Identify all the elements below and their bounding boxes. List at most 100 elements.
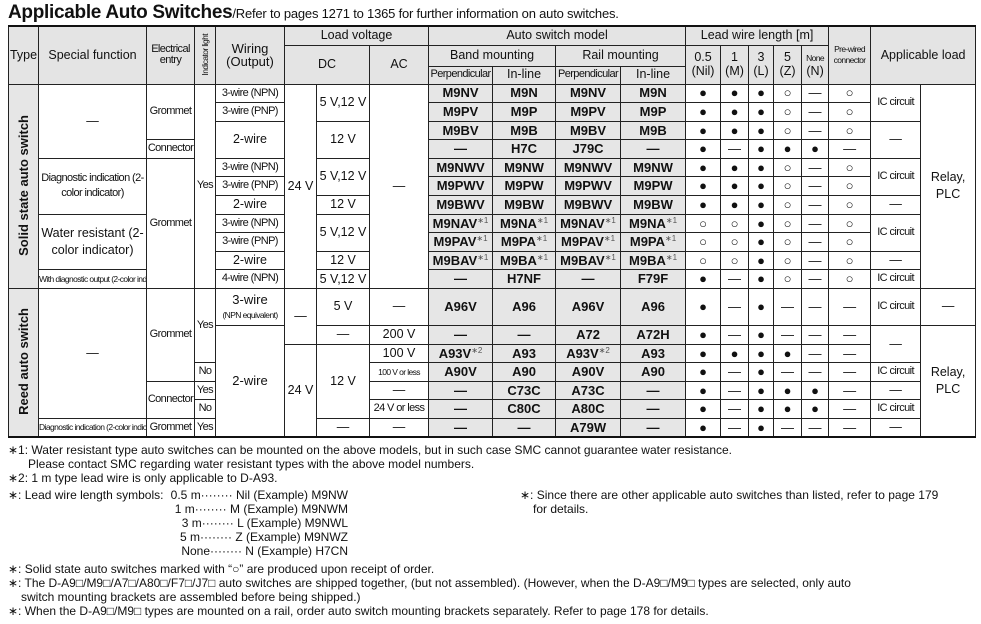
note-shipping-cont: switch mounting brackets are assembled b… bbox=[21, 590, 361, 604]
footnote-mark: ∗1 bbox=[536, 234, 548, 244]
special-function: — bbox=[38, 288, 147, 419]
lead-1m: — bbox=[720, 325, 750, 345]
ac-voltage: 100 V bbox=[368, 343, 430, 364]
wiring: 2-wire bbox=[215, 250, 285, 271]
lead-1m: ○ bbox=[720, 250, 750, 271]
applicable-load-ic: IC circuit bbox=[870, 288, 922, 327]
lead-3m: ● bbox=[748, 232, 775, 252]
pre-wired-connector: — bbox=[828, 288, 872, 327]
header-indicator-light: Indicator light bbox=[194, 25, 216, 85]
lead-0.5m: ○ bbox=[685, 213, 722, 234]
model-band-in-line: M9N bbox=[492, 83, 557, 104]
applicable-load-ic: IC circuit bbox=[870, 362, 922, 382]
header-load-voltage: Load voltage bbox=[283, 25, 430, 46]
special-function: With diagnostic output (2-color indicato… bbox=[38, 269, 147, 290]
pre-wired-connector: — bbox=[828, 325, 872, 345]
reed-row: 2-wire —200 V — — A72 A72H ● — ● — — — — Relay, PLC bbox=[9, 325, 977, 438]
lead-0.5m: ● bbox=[685, 176, 722, 197]
indicator-light: Yes bbox=[194, 380, 216, 401]
model-rail-perpendicular: M9BAV∗1 bbox=[555, 250, 622, 271]
reed-row: Reed auto switch — Grommet Yes 3-wire (NPN eq… bbox=[8, 288, 977, 438]
header-rail-mounting: Rail mounting bbox=[555, 44, 687, 67]
ac-voltage: — bbox=[368, 288, 430, 327]
pre-wired-connector: ○ bbox=[828, 102, 872, 122]
pre-wired-connector: — bbox=[828, 380, 872, 401]
note-1-cont: Please contact SMC regarding water resis… bbox=[28, 457, 475, 471]
footnote-mark: ∗1 bbox=[536, 252, 549, 262]
note-2: ∗2: 1 m type lead wire is only applicabl… bbox=[8, 471, 278, 485]
wiring: 3-wire (NPN) bbox=[215, 157, 285, 178]
pre-wired-connector: — bbox=[828, 343, 872, 364]
solid-state-row: 3-wire (PNP) M9PV M9P M9PV M9P ● ● ● ○ — ○ bbox=[9, 102, 976, 122]
lead-5m: — bbox=[773, 362, 803, 382]
lead-symbols-label: ∗: Lead wire length symbols: bbox=[8, 488, 164, 502]
header-lead-none: None (N) bbox=[801, 44, 830, 85]
model-band-in-line: M9BA∗1 bbox=[492, 250, 557, 271]
type-solid-state: Solid state auto switch bbox=[8, 83, 39, 290]
header-pre-wired-connector: Pre-wired connector bbox=[828, 25, 872, 85]
model-rail-perpendicular: M9NAV∗1 bbox=[555, 213, 622, 234]
header-rail-in-line: In-line bbox=[620, 65, 687, 85]
lead-3m: ● bbox=[748, 418, 775, 438]
pre-wired-connector: ○ bbox=[828, 269, 872, 290]
reed-row: Connector Yes — — C73C A73C — ● — ● ● ● — — bbox=[9, 380, 976, 420]
header-auto-switch-model: Auto switch model bbox=[428, 25, 687, 46]
lead-1m: — bbox=[720, 139, 750, 159]
model-band-in-line: H7NF bbox=[492, 269, 557, 290]
lead-none: — bbox=[801, 325, 830, 345]
model-band-perpendicular: M9BV bbox=[428, 120, 494, 141]
note-shipping: ∗: The D-A9□/M9□/A7□/A80□/F7□/J7□ auto s… bbox=[8, 576, 851, 590]
lead-0.5m: ● bbox=[685, 399, 722, 419]
lead-5m: — bbox=[773, 418, 803, 438]
auto-switch-table: Type Special function Electrical entry I… bbox=[8, 25, 977, 439]
applicable-load-ic: IC circuit bbox=[870, 269, 922, 290]
model-band-perpendicular: — bbox=[428, 380, 494, 401]
pre-wired-connector: ○ bbox=[828, 120, 872, 141]
model-band-perpendicular: M9BAV∗1 bbox=[428, 250, 494, 271]
wiring: 3-wire (NPN equivalent) bbox=[215, 288, 285, 327]
lead-symbol: 0.5 m········ Nil (Example) M9NW bbox=[170, 488, 348, 502]
lead-1m: ● bbox=[720, 120, 750, 141]
model-rail-perpendicular: M9BWV bbox=[555, 195, 622, 215]
wiring: 3-wire (PNP) bbox=[215, 232, 285, 252]
solid-state-row: Connector — H7C J79C — ● — ● ● ● — bbox=[9, 139, 976, 159]
pre-wired-connector: ○ bbox=[828, 157, 872, 178]
model-band-perpendicular: — bbox=[428, 399, 494, 419]
header-type: Type bbox=[8, 25, 39, 85]
wiring: 2-wire bbox=[215, 325, 285, 438]
lead-5m: ○ bbox=[773, 83, 803, 104]
reed-row: No 100 V or less A90V A90 A90V A90 ● — ● — — — IC ci… bbox=[9, 362, 976, 382]
model-rail-perpendicular: — bbox=[555, 269, 622, 290]
header-wiring: Wiring (Output) bbox=[215, 25, 285, 85]
lead-5m: — bbox=[773, 325, 803, 345]
model-rail-in-line: M9PW bbox=[620, 176, 687, 197]
model-rail-in-line: M9BA∗1 bbox=[620, 250, 687, 271]
model-rail-in-line: F79F bbox=[620, 269, 687, 290]
applicable-load-relay: Relay, PLC bbox=[920, 325, 977, 438]
model-band-perpendicular: — bbox=[428, 325, 494, 345]
lead-3m: ● bbox=[748, 157, 775, 178]
lead-none: — bbox=[801, 418, 830, 438]
dc-load-voltage: 12 V bbox=[316, 343, 370, 420]
pre-wired-connector: ○ bbox=[828, 213, 872, 234]
lead-5m: ○ bbox=[773, 250, 803, 271]
model-band-in-line: M9B bbox=[492, 120, 557, 141]
model-band-in-line: M9NA∗1 bbox=[492, 213, 557, 234]
header-band-in-line: In-line bbox=[492, 65, 557, 85]
model-rail-in-line: M9NW bbox=[620, 157, 687, 178]
pre-wired-connector: ○ bbox=[828, 232, 872, 252]
lead-3m: ● bbox=[748, 102, 775, 122]
dc-load-voltage: — bbox=[316, 418, 370, 438]
dc-load-voltage: 5 V,12 V bbox=[316, 83, 370, 122]
indicator-light: Yes bbox=[194, 418, 216, 438]
note-rail-mounting: ∗: When the D-A9□/M9□ types are mounted … bbox=[8, 604, 709, 618]
lead-1m: ○ bbox=[720, 232, 750, 252]
header-lead-5: 5 (Z) bbox=[773, 44, 803, 85]
model-rail-perpendicular: M9PV bbox=[555, 102, 622, 122]
pre-wired-connector: — bbox=[828, 139, 872, 159]
lead-1m: ● bbox=[720, 176, 750, 197]
lead-0.5m: ● bbox=[685, 102, 722, 122]
applicable-load-relay: Relay, PLC bbox=[920, 83, 977, 290]
wiring: 2-wire bbox=[215, 195, 285, 215]
dc-load-voltage: 5 V,12 V bbox=[316, 157, 370, 197]
